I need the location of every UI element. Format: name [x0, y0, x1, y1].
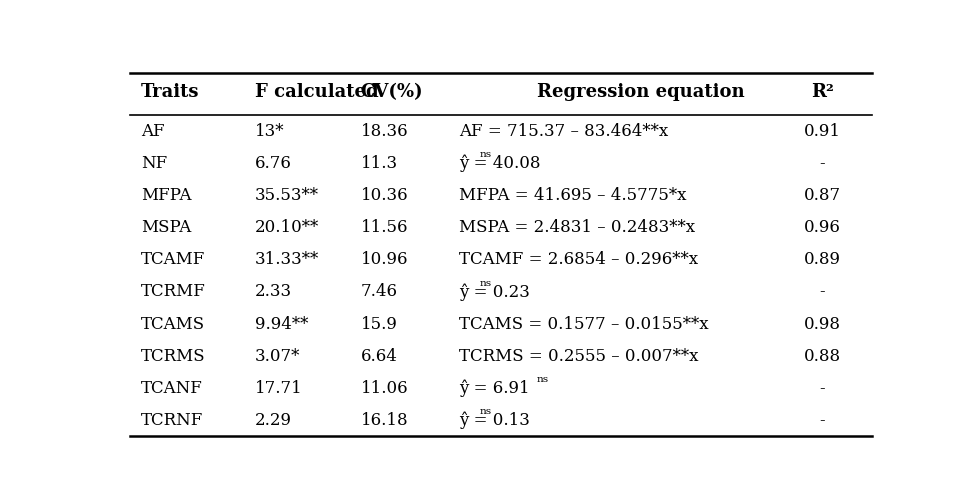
Text: -: - [820, 284, 826, 301]
Text: ns: ns [480, 150, 492, 159]
Text: MFPA: MFPA [141, 187, 191, 204]
Text: TCRMS: TCRMS [141, 348, 206, 365]
Text: 0.89: 0.89 [804, 251, 841, 268]
Text: ŷ = 0.23: ŷ = 0.23 [459, 283, 530, 301]
Text: ŷ = 0.13: ŷ = 0.13 [459, 412, 530, 429]
Text: 0.88: 0.88 [804, 348, 841, 365]
Text: Traits: Traits [141, 83, 199, 101]
Text: 0.96: 0.96 [804, 219, 841, 236]
Text: 6.76: 6.76 [255, 155, 291, 172]
Text: AF = 715.37 – 83.464**x: AF = 715.37 – 83.464**x [459, 123, 668, 140]
Text: TCAMF: TCAMF [141, 251, 205, 268]
Text: MSPA = 2.4831 – 0.2483**x: MSPA = 2.4831 – 0.2483**x [459, 219, 696, 236]
Text: 2.29: 2.29 [255, 412, 291, 429]
Text: 9.94**: 9.94** [255, 315, 308, 333]
Text: NF: NF [141, 155, 167, 172]
Text: 0.87: 0.87 [804, 187, 841, 204]
Text: 20.10**: 20.10** [255, 219, 319, 236]
Text: TCAMS: TCAMS [141, 315, 205, 333]
Text: 15.9: 15.9 [361, 315, 398, 333]
Text: 10.36: 10.36 [361, 187, 408, 204]
Text: R²: R² [811, 83, 834, 101]
Text: 3.07*: 3.07* [255, 348, 300, 365]
Text: TCRNF: TCRNF [141, 412, 203, 429]
Text: ns: ns [480, 407, 492, 416]
Text: 11.56: 11.56 [361, 219, 408, 236]
Text: -: - [820, 412, 826, 429]
Text: -: - [820, 380, 826, 397]
Text: ŷ = 6.91: ŷ = 6.91 [459, 379, 530, 397]
Text: CV(%): CV(%) [361, 83, 423, 101]
Text: TCRMF: TCRMF [141, 284, 206, 301]
Text: 2.33: 2.33 [255, 284, 292, 301]
Text: TCAMS = 0.1577 – 0.0155**x: TCAMS = 0.1577 – 0.0155**x [459, 315, 708, 333]
Text: 10.96: 10.96 [361, 251, 408, 268]
Text: F calculated: F calculated [255, 83, 378, 101]
Text: MSPA: MSPA [141, 219, 191, 236]
Text: MFPA = 41.695 – 4.5775*x: MFPA = 41.695 – 4.5775*x [459, 187, 687, 204]
Text: 16.18: 16.18 [361, 412, 408, 429]
Text: 31.33**: 31.33** [255, 251, 319, 268]
Text: AF: AF [141, 123, 165, 140]
Text: ns: ns [536, 375, 548, 384]
Text: 17.71: 17.71 [255, 380, 302, 397]
Text: ns: ns [480, 279, 492, 288]
Text: 18.36: 18.36 [361, 123, 408, 140]
Text: 11.06: 11.06 [361, 380, 408, 397]
Text: Regression equation: Regression equation [537, 83, 744, 101]
Text: ŷ = 40.08: ŷ = 40.08 [459, 155, 540, 173]
Text: 7.46: 7.46 [361, 284, 398, 301]
Text: 0.91: 0.91 [804, 123, 841, 140]
Text: TCAMF = 2.6854 – 0.296**x: TCAMF = 2.6854 – 0.296**x [459, 251, 699, 268]
Text: 35.53**: 35.53** [255, 187, 319, 204]
Text: -: - [820, 155, 826, 172]
Text: 0.98: 0.98 [804, 315, 841, 333]
Text: 13*: 13* [255, 123, 284, 140]
Text: TCANF: TCANF [141, 380, 203, 397]
Text: 6.64: 6.64 [361, 348, 398, 365]
Text: 11.3: 11.3 [361, 155, 398, 172]
Text: TCRMS = 0.2555 – 0.007**x: TCRMS = 0.2555 – 0.007**x [459, 348, 699, 365]
